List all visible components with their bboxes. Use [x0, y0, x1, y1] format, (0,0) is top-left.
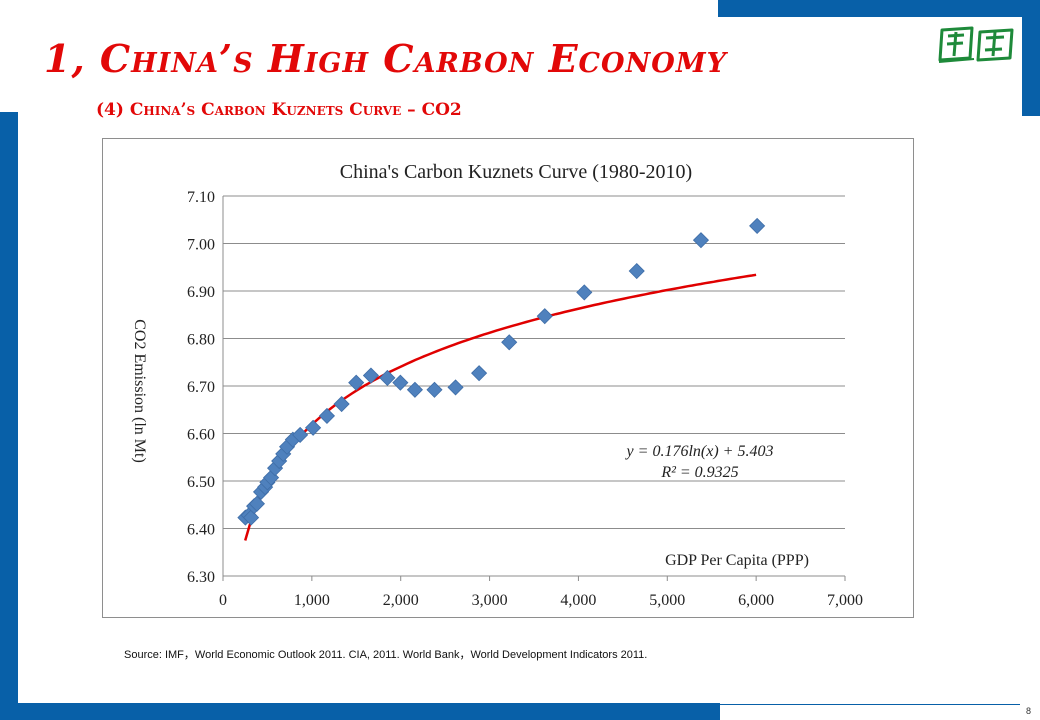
data-point	[576, 284, 593, 301]
data-point	[536, 308, 553, 325]
y-tick-label: 6.40	[187, 522, 215, 539]
x-tick-labels: 0 1,000 2,000 3,000 4,000 5,000 6,000 7,000	[219, 592, 863, 609]
trendline-equation: y = 0.176ln(x) + 5.403	[625, 443, 774, 460]
y-tick-label: 6.60	[187, 427, 215, 444]
data-point	[501, 334, 518, 351]
x-tick-label: 3,000	[472, 592, 508, 609]
data-point	[362, 367, 380, 384]
left-accent-bar	[0, 112, 18, 720]
university-logo	[938, 26, 1014, 63]
x-axis-label: GDP Per Capita (PPP)	[665, 552, 809, 569]
y-tick-label: 7.00	[187, 237, 215, 254]
trendline	[244, 273, 757, 541]
chart-frame: 0 1,000 2,000 3,000 4,000 5,000 6,000 7,000 6.3…	[102, 138, 914, 618]
x-tick-label: 4,000	[560, 592, 596, 609]
data-point	[333, 395, 350, 413]
data-point	[392, 374, 409, 391]
chart-title: China's Carbon Kuznets Curve (1980-2010)	[340, 161, 692, 183]
kuznets-scatter-chart: 0 1,000 2,000 3,000 4,000 5,000 6,000 7,000 6.3…	[131, 161, 863, 609]
data-point	[628, 262, 645, 280]
data-point	[305, 419, 322, 436]
data-point	[379, 369, 396, 386]
y-axis-label: CO2 Emission (ln Mt)	[131, 319, 148, 463]
axes	[222, 196, 846, 581]
data-point	[749, 217, 766, 234]
x-tick-label: 0	[219, 592, 227, 609]
slide-title: 1, China’s High Carbon Economy	[44, 36, 727, 81]
trendline-r-squared: R² = 0.9325	[660, 464, 738, 481]
data-point	[471, 365, 488, 382]
data-point	[348, 374, 365, 391]
y-tick-label: 6.50	[187, 474, 215, 491]
page-number: 8	[1026, 706, 1032, 716]
data-point	[406, 381, 423, 398]
data-point	[248, 495, 266, 512]
data-point	[243, 509, 260, 526]
y-tick-label: 6.70	[187, 379, 215, 396]
top-accent-bar	[718, 0, 1040, 17]
x-tick-label: 6,000	[738, 592, 774, 609]
trendline-layer	[244, 273, 757, 541]
source-note: Source: IMF，World Economic Outlook 2011.…	[124, 649, 648, 661]
bottom-rule	[720, 704, 1020, 705]
y-tick-label: 6.80	[187, 332, 215, 349]
bottom-accent-bar	[0, 703, 720, 720]
x-tick-label: 5,000	[649, 592, 685, 609]
data-point	[692, 232, 710, 249]
data-point	[292, 426, 309, 443]
y-tick-label: 6.90	[187, 284, 215, 301]
x-tick-label: 2,000	[383, 592, 419, 609]
data-point	[426, 381, 443, 398]
right-accent-bar	[1022, 0, 1040, 116]
gridlines	[223, 195, 845, 529]
data-point	[447, 379, 464, 396]
data-points	[237, 217, 766, 526]
x-tick-label: 1,000	[294, 592, 330, 609]
slide-subtitle: (4) China’s Carbon Kuznets Curve – CO2	[96, 100, 462, 120]
y-tick-label: 7.10	[187, 189, 215, 206]
y-tick-labels: 6.30 6.40 6.50 6.60 6.70 6.80 6.90 7.00 7.10	[187, 189, 215, 586]
data-point	[318, 407, 336, 424]
y-tick-label: 6.30	[187, 569, 215, 586]
x-tick-label: 7,000	[827, 592, 863, 609]
